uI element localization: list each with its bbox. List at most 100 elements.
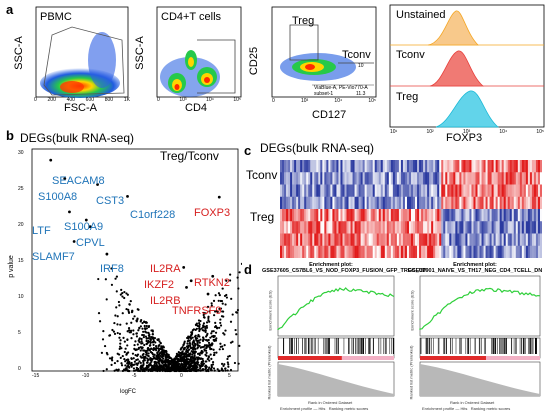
- heatmap-cell: [467, 245, 470, 259]
- heatmap-cell: [441, 172, 444, 185]
- volcano-point: [153, 364, 156, 367]
- heatmap-cell: [380, 172, 384, 185]
- volcano-point: [113, 361, 117, 365]
- heatmap-cell: [394, 245, 398, 259]
- gene-label-down: LTF: [32, 225, 51, 237]
- volcano-point: [110, 283, 114, 286]
- volcano-point: [201, 326, 205, 329]
- heatmap-cell: [467, 209, 470, 222]
- heatmap-cell: [513, 160, 517, 173]
- volcano-point: [123, 357, 126, 361]
- volcano-point: [219, 342, 222, 345]
- heatmap-cell: [366, 245, 369, 259]
- volcano-point: [198, 323, 201, 326]
- heatmap-cell: [292, 172, 295, 185]
- heatmap-cell: [451, 233, 454, 247]
- heatmap-cell: [384, 221, 388, 234]
- volcano-point: [159, 368, 162, 371]
- heatmap-cell: [501, 245, 505, 259]
- heatmap-cell: [467, 184, 470, 198]
- volcano-point: [194, 348, 197, 351]
- foxp3-histogram: Unstained Tconv Treg 10¹ 10² 10³ 10⁴ 10⁵: [388, 3, 546, 143]
- heatmap-cell: [485, 172, 488, 185]
- gsea2-title: GSE32901_NAIVE_VS_TH17_NEG_CD4_TCELL_DN: [407, 268, 543, 274]
- heatmap-cell: [282, 233, 285, 247]
- heatmap-cell: [392, 233, 396, 247]
- heatmap-cell: [300, 160, 303, 173]
- heatmap-cell: [312, 172, 315, 185]
- heatmap-cell: [356, 209, 359, 222]
- heatmap-cell: [429, 196, 432, 210]
- heatmap-cell: [288, 209, 291, 222]
- heatmap-cell: [513, 233, 517, 247]
- heatmap-cell: [336, 209, 339, 222]
- volcano-point: [170, 361, 173, 364]
- heatmap-cell: [417, 196, 420, 210]
- heatmap-cell: [326, 196, 329, 210]
- heatmap-cell: [415, 245, 418, 259]
- heatmap-cell: [441, 221, 444, 234]
- heatmap-cell: [358, 196, 361, 210]
- volcano-point: [188, 363, 191, 366]
- heatmap-cell: [364, 184, 367, 198]
- volcano-point: [172, 365, 175, 368]
- heatmap-cell: [400, 221, 404, 234]
- heatmap-cell: [517, 196, 521, 210]
- volcano-point: [219, 321, 222, 325]
- heatmap-cell: [471, 233, 474, 247]
- heatmap-cell: [326, 233, 329, 247]
- heatmap-cell: [459, 233, 462, 247]
- heatmap-cell: [449, 160, 452, 173]
- volcano-point: [190, 361, 193, 364]
- heatmap-cell: [527, 160, 531, 173]
- heatmap-cell: [332, 221, 335, 234]
- gsea1-legend-profile: Enrichment profile — Hits: [280, 406, 326, 411]
- volcano-y-tick: 5: [18, 330, 21, 336]
- heatmap-cell: [427, 160, 430, 173]
- heatmap-cell: [431, 221, 434, 234]
- volcano-point: [157, 354, 160, 358]
- heatmap-cell: [507, 184, 511, 198]
- heatmap-cell: [310, 196, 313, 210]
- heatmap-cell: [364, 172, 367, 185]
- volcano-point: [132, 367, 136, 370]
- heatmap-cell: [463, 221, 466, 234]
- volcano-point: [115, 275, 118, 278]
- heatmap-cell: [386, 196, 390, 210]
- heatmap-cell: [421, 184, 424, 198]
- volcano-point: [212, 330, 215, 333]
- heatmap-cell: [354, 209, 357, 222]
- volcano-point: [100, 351, 104, 354]
- volcano-point: [190, 333, 193, 336]
- volcano-point: [132, 317, 135, 320]
- volcano-point: [191, 342, 194, 346]
- heatmap-cell: [453, 160, 456, 173]
- heatmap-cell: [402, 160, 406, 173]
- volcano-point: [229, 320, 233, 323]
- volcano-point: [138, 369, 142, 373]
- heatmap-cell: [352, 245, 355, 259]
- heatmap-cell: [364, 233, 367, 247]
- volcano-point: [191, 348, 195, 351]
- volcano-point: [146, 366, 149, 369]
- heatmap-cell: [362, 245, 365, 259]
- volcano-point: [210, 344, 213, 347]
- heatmap-cell: [465, 221, 468, 234]
- volcano-point: [149, 357, 152, 360]
- heatmap-cell: [485, 160, 488, 173]
- volcano-point: [118, 332, 122, 335]
- heatmap-cell: [491, 196, 494, 210]
- heatmap-cell: [463, 245, 466, 259]
- heatmap-cell: [461, 196, 464, 210]
- heatmap-cell: [400, 184, 404, 198]
- heatmap-cell: [342, 221, 345, 234]
- volcano-point: [212, 353, 216, 357]
- pbmc-title: PBMC: [40, 11, 72, 23]
- volcano-point: [143, 320, 146, 323]
- heatmap-cell: [348, 184, 351, 198]
- heatmap-cell: [366, 209, 369, 222]
- volcano-point: [177, 351, 180, 354]
- heatmap-cell: [400, 160, 404, 173]
- heatmap-cell: [390, 245, 394, 259]
- volcano-point: [204, 353, 207, 356]
